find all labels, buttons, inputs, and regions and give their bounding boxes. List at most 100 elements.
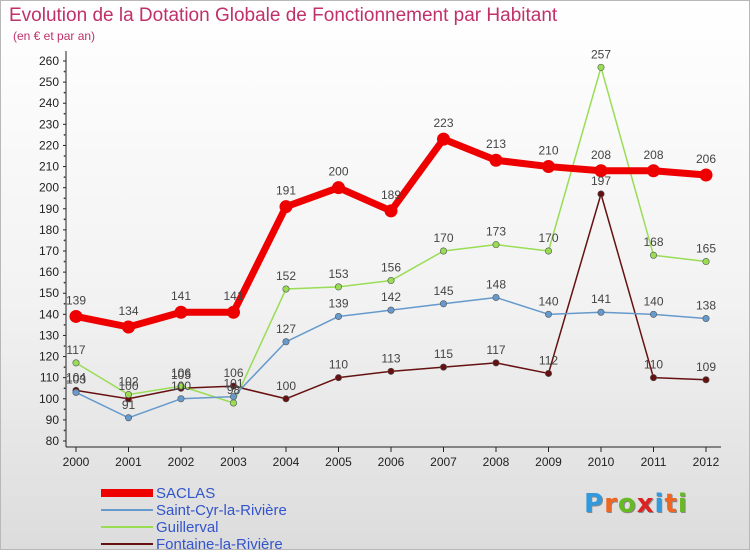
proxiti-logo: Proxiti xyxy=(584,489,688,519)
data-point xyxy=(72,388,80,396)
data-label: 191 xyxy=(276,184,296,198)
y-minor-tick xyxy=(63,429,66,432)
data-label: 104 xyxy=(66,370,86,384)
data-point xyxy=(439,363,447,371)
data-label: 117 xyxy=(486,343,505,357)
y-tick-label: 140 xyxy=(39,307,59,321)
x-tick-label: 2012 xyxy=(693,455,720,469)
data-point xyxy=(174,305,188,319)
y-minor-tick xyxy=(63,197,66,200)
legend-label: Saint-Cyr-la-Rivière xyxy=(156,502,287,519)
data-point xyxy=(282,285,290,293)
x-tick-label: 2009 xyxy=(535,455,562,469)
data-point xyxy=(387,306,395,314)
data-label: 206 xyxy=(696,152,716,166)
data-point xyxy=(439,300,447,308)
logo-letter: x xyxy=(636,489,655,519)
data-label: 115 xyxy=(434,347,453,361)
data-label: 200 xyxy=(328,165,348,179)
data-label: 197 xyxy=(591,174,611,188)
data-label: 213 xyxy=(486,137,506,151)
data-point xyxy=(544,310,552,318)
logo-letter: P xyxy=(584,489,605,519)
y-tick-label: 90 xyxy=(46,413,60,427)
data-label: 139 xyxy=(66,293,86,307)
y-tick-label: 210 xyxy=(39,160,59,174)
y-tick-label: 130 xyxy=(39,328,59,342)
legend-label: Guillerval xyxy=(156,519,219,536)
data-label: 105 xyxy=(171,368,191,382)
data-point xyxy=(334,374,342,382)
data-label: 103 xyxy=(66,372,86,386)
data-label: 148 xyxy=(486,277,506,291)
legend-swatch xyxy=(101,509,153,511)
data-point xyxy=(334,283,342,291)
data-label: 208 xyxy=(591,148,611,162)
logo-letter: i xyxy=(677,489,688,519)
y-tick-label: 160 xyxy=(39,265,59,279)
x-tick-label: 2003 xyxy=(220,455,247,469)
data-label: 140 xyxy=(538,294,558,308)
data-label: 106 xyxy=(223,366,243,380)
chart-title: Evolution de la Dotation Globale de Fonc… xyxy=(9,5,558,26)
y-minor-tick xyxy=(63,239,66,242)
x-tick-label: 2005 xyxy=(325,455,352,469)
y-tick-label: 200 xyxy=(39,181,59,195)
data-point xyxy=(282,338,290,346)
data-point xyxy=(544,369,552,377)
data-point xyxy=(597,63,605,71)
legend-swatch xyxy=(101,543,153,545)
data-label: 173 xyxy=(486,225,506,239)
x-tick-label: 2002 xyxy=(168,455,195,469)
data-label: 101 xyxy=(223,377,243,391)
data-point xyxy=(230,382,238,390)
x-tick-label: 2006 xyxy=(378,455,405,469)
data-label: 156 xyxy=(381,261,401,275)
data-label: 100 xyxy=(276,379,296,393)
data-point xyxy=(122,320,135,334)
legend-label: Fontaine-la-Rivière xyxy=(156,536,283,553)
data-label: 113 xyxy=(381,351,400,365)
x-tick-label: 2000 xyxy=(63,455,90,469)
legend-swatch xyxy=(101,489,153,497)
data-point xyxy=(542,160,555,174)
data-label: 110 xyxy=(329,358,348,372)
data-point xyxy=(597,308,605,316)
y-tick-label: 220 xyxy=(39,138,59,152)
x-tick-label: 2008 xyxy=(483,455,510,469)
data-label: 210 xyxy=(538,144,558,158)
data-label: 109 xyxy=(696,360,716,374)
data-point xyxy=(702,376,710,384)
data-point xyxy=(597,190,605,198)
data-label: 106 xyxy=(171,366,191,380)
data-label: 141 xyxy=(223,289,243,303)
data-point xyxy=(334,312,342,320)
data-label: 165 xyxy=(696,242,716,256)
data-label: 153 xyxy=(328,267,348,281)
data-point xyxy=(649,374,657,382)
data-label: 141 xyxy=(591,292,611,306)
data-label: 100 xyxy=(171,379,191,393)
logo-letter: r xyxy=(604,489,618,519)
y-minor-tick xyxy=(63,70,66,73)
data-point xyxy=(230,393,238,401)
legend-label: SACLAS xyxy=(156,485,216,502)
data-point xyxy=(647,164,660,178)
data-point xyxy=(72,359,80,367)
data-label: 142 xyxy=(381,290,401,304)
y-minor-tick xyxy=(63,112,66,115)
data-label: 223 xyxy=(433,116,453,130)
y-minor-tick xyxy=(63,91,66,94)
y-tick-label: 260 xyxy=(39,54,59,68)
logo-letter: i xyxy=(654,489,665,519)
y-minor-tick xyxy=(63,281,66,284)
y-minor-tick xyxy=(63,387,66,390)
x-tick-label: 2007 xyxy=(430,455,457,469)
data-point xyxy=(177,382,185,390)
x-tick-label: 2011 xyxy=(641,455,667,469)
data-point xyxy=(544,247,552,255)
data-label: 127 xyxy=(276,322,296,336)
data-point xyxy=(282,395,290,403)
y-minor-tick xyxy=(63,133,66,136)
